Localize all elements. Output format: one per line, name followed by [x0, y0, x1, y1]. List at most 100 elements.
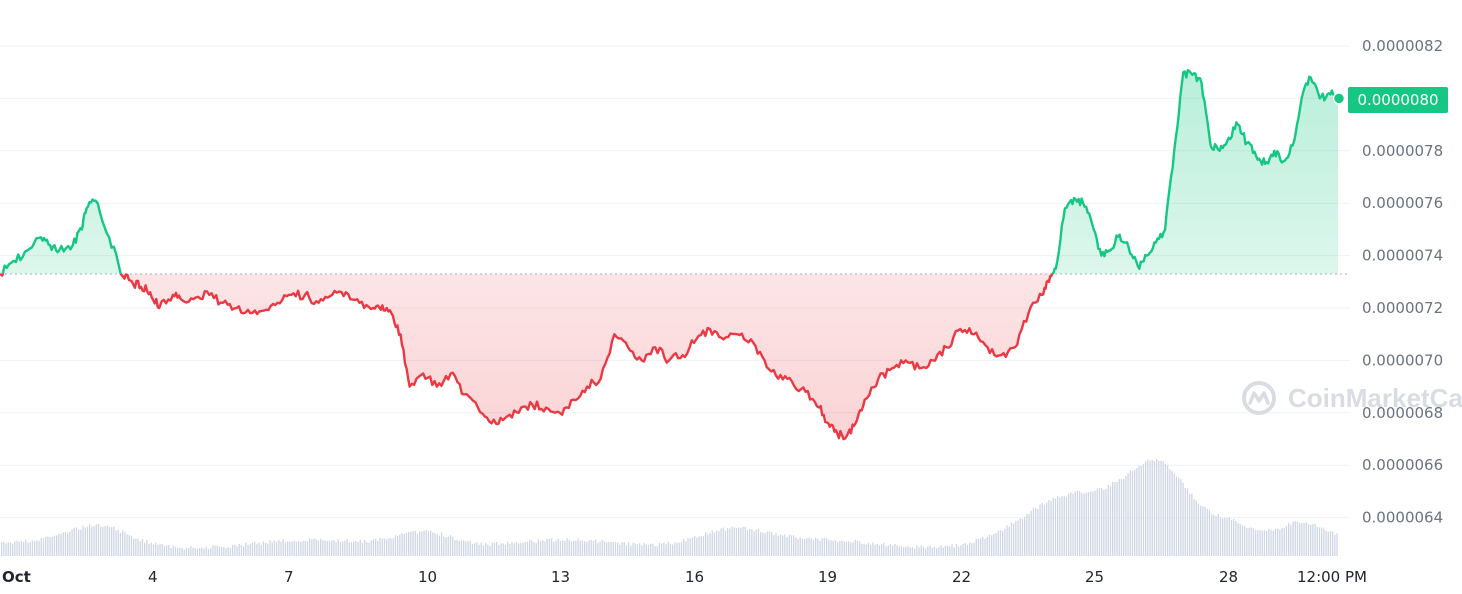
- data-point[interactable]: [816, 405, 822, 411]
- data-point[interactable]: [1317, 95, 1323, 101]
- current-price-tag[interactable]: 0.0000080: [1348, 87, 1448, 113]
- data-point[interactable]: [1308, 74, 1314, 80]
- data-point[interactable]: [461, 392, 467, 398]
- data-point[interactable]: [1326, 90, 1332, 96]
- data-point[interactable]: [388, 310, 394, 316]
- data-point[interactable]: [1262, 161, 1268, 167]
- data-point[interactable]: [1071, 195, 1077, 201]
- data-point[interactable]: [11, 258, 17, 264]
- data-point[interactable]: [903, 357, 909, 363]
- data-point[interactable]: [220, 300, 226, 306]
- data-point[interactable]: [56, 247, 62, 253]
- data-point[interactable]: [557, 410, 563, 416]
- data-point[interactable]: [24, 247, 30, 253]
- data-point[interactable]: [1117, 232, 1123, 238]
- data-point[interactable]: [1039, 292, 1045, 298]
- data-point[interactable]: [275, 300, 281, 306]
- data-point[interactable]: [193, 295, 199, 301]
- data-point[interactable]: [1153, 240, 1159, 246]
- data-point[interactable]: [1107, 247, 1113, 253]
- data-point[interactable]: [316, 300, 322, 306]
- data-point[interactable]: [1208, 143, 1214, 149]
- data-point[interactable]: [1171, 148, 1177, 154]
- data-point[interactable]: [247, 310, 253, 316]
- data-point[interactable]: [1217, 148, 1223, 154]
- data-point[interactable]: [448, 371, 454, 377]
- data-point[interactable]: [1144, 253, 1150, 259]
- data-point[interactable]: [1199, 80, 1205, 86]
- data-point[interactable]: [666, 357, 672, 363]
- price-line[interactable]: [0, 69, 1341, 441]
- data-point[interactable]: [1271, 148, 1277, 154]
- data-point[interactable]: [489, 420, 495, 426]
- data-point[interactable]: [1290, 143, 1296, 149]
- data-point[interactable]: [79, 226, 85, 232]
- data-point[interactable]: [1299, 95, 1305, 101]
- data-point[interactable]: [543, 405, 549, 411]
- data-point[interactable]: [475, 405, 481, 411]
- data-point[interactable]: [639, 357, 645, 363]
- data-point[interactable]: [84, 205, 90, 211]
- data-point[interactable]: [1026, 310, 1032, 316]
- data-point[interactable]: [138, 284, 144, 290]
- data-point[interactable]: [516, 410, 522, 416]
- data-point[interactable]: [1253, 153, 1259, 159]
- data-point[interactable]: [1126, 245, 1132, 251]
- data-point[interactable]: [944, 344, 950, 350]
- data-point[interactable]: [1098, 253, 1104, 259]
- data-point[interactable]: [357, 300, 363, 306]
- data-point[interactable]: [1180, 69, 1186, 75]
- data-point[interactable]: [707, 326, 713, 332]
- data-point[interactable]: [889, 365, 895, 371]
- data-point[interactable]: [370, 305, 376, 311]
- data-point[interactable]: [998, 352, 1004, 358]
- data-point[interactable]: [1244, 140, 1250, 146]
- data-point[interactable]: [120, 274, 126, 280]
- data-point[interactable]: [434, 384, 440, 390]
- data-point[interactable]: [1046, 279, 1052, 285]
- data-point[interactable]: [38, 234, 44, 240]
- data-point[interactable]: [570, 397, 576, 403]
- data-point[interactable]: [853, 420, 859, 426]
- data-point[interactable]: [652, 344, 658, 350]
- data-point[interactable]: [206, 292, 212, 298]
- data-point[interactable]: [721, 336, 727, 342]
- data-point[interactable]: [862, 397, 868, 403]
- data-point[interactable]: [530, 402, 536, 408]
- data-point[interactable]: [1089, 221, 1095, 227]
- data-point[interactable]: [398, 331, 404, 337]
- data-point[interactable]: [329, 292, 335, 298]
- data-point[interactable]: [803, 389, 809, 395]
- data-point[interactable]: [1226, 135, 1232, 141]
- data-point[interactable]: [1012, 344, 1018, 350]
- data-point[interactable]: [170, 292, 176, 298]
- data-point[interactable]: [502, 415, 508, 421]
- data-point[interactable]: [70, 242, 76, 248]
- data-point[interactable]: [420, 371, 426, 377]
- data-point[interactable]: [834, 431, 840, 437]
- data-point[interactable]: [598, 376, 604, 382]
- data-point[interactable]: [1053, 266, 1059, 272]
- data-point[interactable]: [825, 420, 831, 426]
- data-point[interactable]: [985, 344, 991, 350]
- data-point[interactable]: [762, 357, 768, 363]
- data-point[interactable]: [106, 234, 112, 240]
- data-point[interactable]: [234, 305, 240, 311]
- data-point[interactable]: [748, 336, 754, 342]
- data-point[interactable]: [789, 378, 795, 384]
- data-point[interactable]: [625, 344, 631, 350]
- data-point[interactable]: [147, 289, 153, 295]
- data-point[interactable]: [179, 297, 185, 303]
- data-point[interactable]: [1235, 122, 1241, 128]
- data-point[interactable]: [611, 331, 617, 337]
- data-point[interactable]: [844, 433, 850, 439]
- data-point[interactable]: [261, 308, 267, 314]
- data-point[interactable]: [584, 384, 590, 390]
- data-point[interactable]: [288, 292, 294, 298]
- data-point[interactable]: [1080, 200, 1086, 206]
- data-point[interactable]: [47, 242, 53, 248]
- data-point[interactable]: [302, 292, 308, 298]
- data-point[interactable]: [1162, 226, 1168, 232]
